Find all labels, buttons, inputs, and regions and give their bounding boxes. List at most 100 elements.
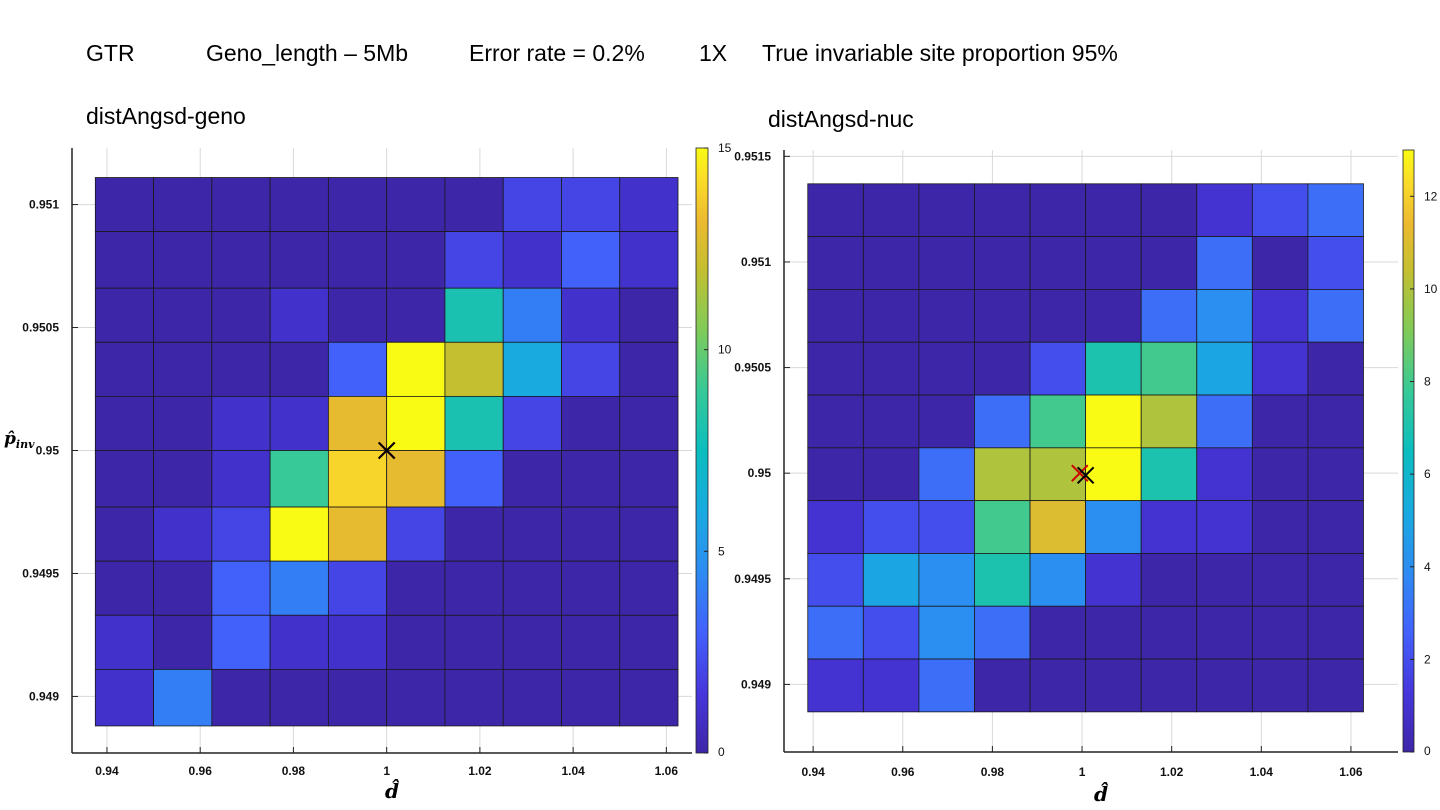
heatmap-cell xyxy=(807,447,864,502)
heatmap-cell xyxy=(1307,605,1364,660)
heatmap-cell xyxy=(974,183,1031,238)
x-tick-label: 1.04 xyxy=(561,764,585,778)
x-tick-label: 1 xyxy=(383,764,390,778)
heatmap-cell xyxy=(1085,341,1142,396)
left-heatmap-panel: 0.94 0.96 0.98 1 1.02 1.04 1.060.9510.95050.95… xyxy=(4,141,732,803)
heatmap-cell xyxy=(386,395,446,451)
y-axis-label: p̂inv xyxy=(4,429,35,451)
heatmap-cell xyxy=(269,341,329,397)
heatmap-cell xyxy=(1307,500,1364,554)
heatmap-cell xyxy=(561,177,621,233)
heatmap-cell xyxy=(1029,236,1087,290)
heatmap-cell xyxy=(269,560,329,616)
heatmap-cell xyxy=(1196,394,1253,449)
model-label: GTR xyxy=(86,40,135,66)
heatmap-cell xyxy=(974,394,1031,449)
heatmap-cell xyxy=(444,231,504,289)
heatmap-cell xyxy=(1307,341,1364,396)
heatmap-cell xyxy=(153,395,213,451)
heatmap-cell xyxy=(1085,500,1142,554)
y-tick-label: 0.9495 xyxy=(734,572,771,586)
heatmap-cell xyxy=(1140,553,1198,607)
heatmap-cell xyxy=(1085,553,1142,607)
heatmap-cell xyxy=(1085,394,1142,449)
heatmap-cell xyxy=(153,506,213,562)
y-tick-label: 0.95 xyxy=(748,466,772,480)
heatmap-cell xyxy=(211,614,271,670)
colorbar-gradient xyxy=(1402,149,1415,753)
heatmap-cell xyxy=(211,287,271,343)
heatmap-cell xyxy=(1307,447,1364,502)
heatmap-cell xyxy=(1251,236,1309,290)
heatmap-cell xyxy=(862,341,920,396)
heatmap-cell xyxy=(502,506,562,562)
heatmap-cell xyxy=(444,560,504,616)
heatmap-cell xyxy=(269,668,329,727)
heatmap-cell xyxy=(153,614,213,670)
coverage-label: 1X xyxy=(699,40,728,66)
heatmap-cell xyxy=(1140,394,1198,449)
heatmap-cell xyxy=(94,668,154,727)
heatmap-cell xyxy=(561,287,621,343)
heatmap-cell xyxy=(862,394,920,449)
x-tick-label: 0.96 xyxy=(891,765,915,779)
heatmap-cell xyxy=(153,231,213,289)
heatmap-cell xyxy=(1196,553,1253,607)
heatmap-cell xyxy=(561,560,621,616)
heatmap-cell xyxy=(1029,183,1087,238)
heatmap-cell xyxy=(918,447,975,502)
heatmap-cell xyxy=(444,395,504,451)
x-tick-label: 0.96 xyxy=(189,764,213,778)
heatmap-cell xyxy=(94,560,154,616)
heatmap-cell xyxy=(807,500,864,554)
y-tick-label: 0.9505 xyxy=(734,361,771,375)
heatmap-cell xyxy=(211,668,271,727)
heatmap-cell xyxy=(974,553,1031,607)
heatmap-cell xyxy=(1029,341,1087,396)
y-tick-label: 0.9505 xyxy=(22,321,59,335)
heatmap-cell xyxy=(94,231,154,289)
heatmap-cell xyxy=(211,341,271,397)
heatmap-cell xyxy=(444,341,504,397)
heatmap-cell xyxy=(94,287,154,343)
colorbar-tick-label: 10 xyxy=(718,343,732,357)
heatmap-cell xyxy=(1140,236,1198,290)
heatmap-cell xyxy=(1251,553,1309,607)
heatmap-cell xyxy=(918,236,975,290)
marker-stroke xyxy=(377,441,396,460)
heatmap-cell xyxy=(502,668,562,727)
heatmap-cell xyxy=(1196,500,1253,554)
heatmap-cell xyxy=(1307,394,1364,449)
heatmap-cell xyxy=(502,341,562,397)
true-value-marker xyxy=(377,441,396,460)
true-value-marker xyxy=(1076,466,1095,484)
heatmap-cell xyxy=(327,395,388,451)
y-tick-label: 0.951 xyxy=(741,255,771,269)
colorbar-tick-label: 10 xyxy=(1424,282,1438,296)
heatmap-cell xyxy=(918,394,975,449)
x-axis-label: d̂ xyxy=(1094,780,1109,806)
heatmap-cell xyxy=(502,287,562,343)
heatmap-cell xyxy=(974,447,1031,502)
colorbar-tick-label: 2 xyxy=(1424,652,1431,666)
heatmap-cell xyxy=(1307,289,1364,343)
heatmap-cells xyxy=(94,177,679,727)
heatmap-cell xyxy=(974,289,1031,343)
heatmap-cell xyxy=(1029,447,1087,502)
heatmap-cell xyxy=(918,658,975,713)
colorbar-tick-label: 0 xyxy=(1424,744,1431,758)
heatmap-cell xyxy=(1196,658,1253,713)
heatmap-cell xyxy=(211,395,271,451)
y-tick-label: 0.949 xyxy=(29,689,59,703)
heatmap-cell xyxy=(211,506,271,562)
heatmap-cell xyxy=(918,289,975,343)
heatmap-cell xyxy=(444,614,504,670)
heatmap-cell xyxy=(862,447,920,502)
heatmap-cell xyxy=(619,560,679,616)
heatmap-cell xyxy=(1251,605,1309,660)
heatmap-cell xyxy=(327,560,388,616)
heatmap-cell xyxy=(619,287,679,343)
heatmap-cell xyxy=(153,668,213,727)
heatmap-cell xyxy=(94,450,154,508)
heatmap-cell xyxy=(561,395,621,451)
